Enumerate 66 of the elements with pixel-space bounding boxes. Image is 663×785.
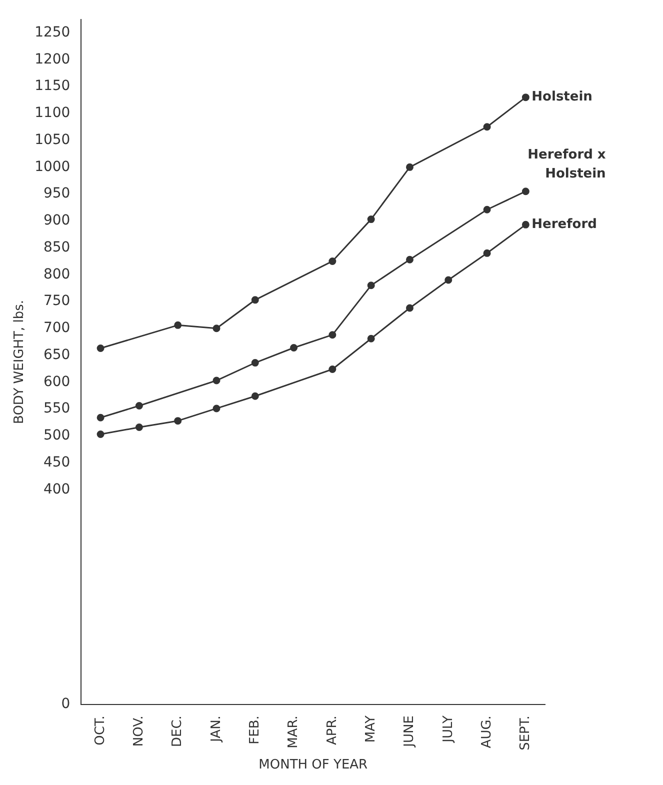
- series-label: Hereford x Holstein: [528, 148, 606, 182]
- x-axis-title: MONTH OF YEAR: [258, 758, 368, 773]
- y-axis-title: BODY WEIGHT, lbs.: [12, 300, 28, 424]
- point: [212, 404, 220, 412]
- point: [96, 414, 104, 422]
- point: [328, 331, 336, 339]
- x-tick-label: JUNE: [402, 716, 418, 748]
- point: [328, 257, 336, 265]
- series-label: Hereford: [532, 217, 597, 232]
- x-tick-label: APR.: [324, 716, 340, 745]
- point: [406, 163, 414, 171]
- y-tick-label: 950: [43, 186, 70, 202]
- point: [406, 304, 414, 312]
- series-label: Holstein: [532, 90, 592, 105]
- x-tick-label: NOV.: [132, 716, 147, 747]
- point: [174, 417, 182, 425]
- point: [367, 334, 375, 342]
- y-tick-label: 700: [43, 320, 70, 336]
- y-tick-label: 400: [43, 481, 70, 498]
- y-tick-label: 500: [43, 428, 70, 444]
- y-tick-label: 1100: [34, 105, 70, 122]
- point: [483, 123, 491, 131]
- point: [212, 376, 220, 384]
- point: [522, 220, 530, 228]
- point: [174, 321, 182, 329]
- x-tick-label: AUG.: [479, 716, 494, 748]
- y-tick-label: 600: [43, 374, 70, 390]
- x-tick-label: FEB.: [248, 716, 263, 744]
- point: [406, 256, 414, 264]
- y-tick-label: 0: [61, 696, 70, 712]
- y-tick-label: 450: [43, 454, 70, 470]
- y-tick-label: 1000: [34, 158, 70, 175]
- y-tick-label: 1200: [34, 51, 70, 68]
- y-tick-label: 800: [43, 266, 70, 282]
- x-tick-label: OCT.: [92, 716, 108, 746]
- point: [135, 402, 143, 410]
- y-tick-label: 550: [43, 400, 70, 417]
- x-tick-label: SEPT.: [518, 716, 534, 750]
- point: [212, 324, 220, 332]
- y-tick-label: 1250: [34, 24, 70, 40]
- point: [367, 282, 375, 290]
- y-tick-label: 850: [43, 239, 70, 256]
- point: [444, 276, 452, 284]
- y-tick-label: 650: [43, 346, 70, 363]
- x-tick-label: DEC.: [170, 716, 186, 747]
- point: [290, 344, 298, 352]
- point: [522, 94, 530, 102]
- x-tick-label: MAY: [363, 716, 378, 743]
- point: [251, 359, 259, 367]
- y-tick-label: 1050: [34, 132, 70, 148]
- y-tick-label: 900: [43, 212, 70, 229]
- point: [251, 296, 259, 304]
- y-tick-label: 1150: [34, 78, 70, 94]
- x-tick-label: JULY: [440, 716, 456, 744]
- point: [328, 365, 336, 373]
- y-tick-label: 750: [43, 293, 70, 310]
- point: [251, 392, 259, 400]
- x-tick-label: MAR.: [286, 716, 302, 748]
- point: [483, 249, 491, 257]
- point: [96, 430, 104, 438]
- x-tick-label: JAN.: [208, 716, 224, 743]
- point: [135, 424, 143, 432]
- point: [96, 344, 104, 352]
- point: [367, 216, 375, 224]
- point: [483, 206, 491, 214]
- point: [522, 188, 530, 196]
